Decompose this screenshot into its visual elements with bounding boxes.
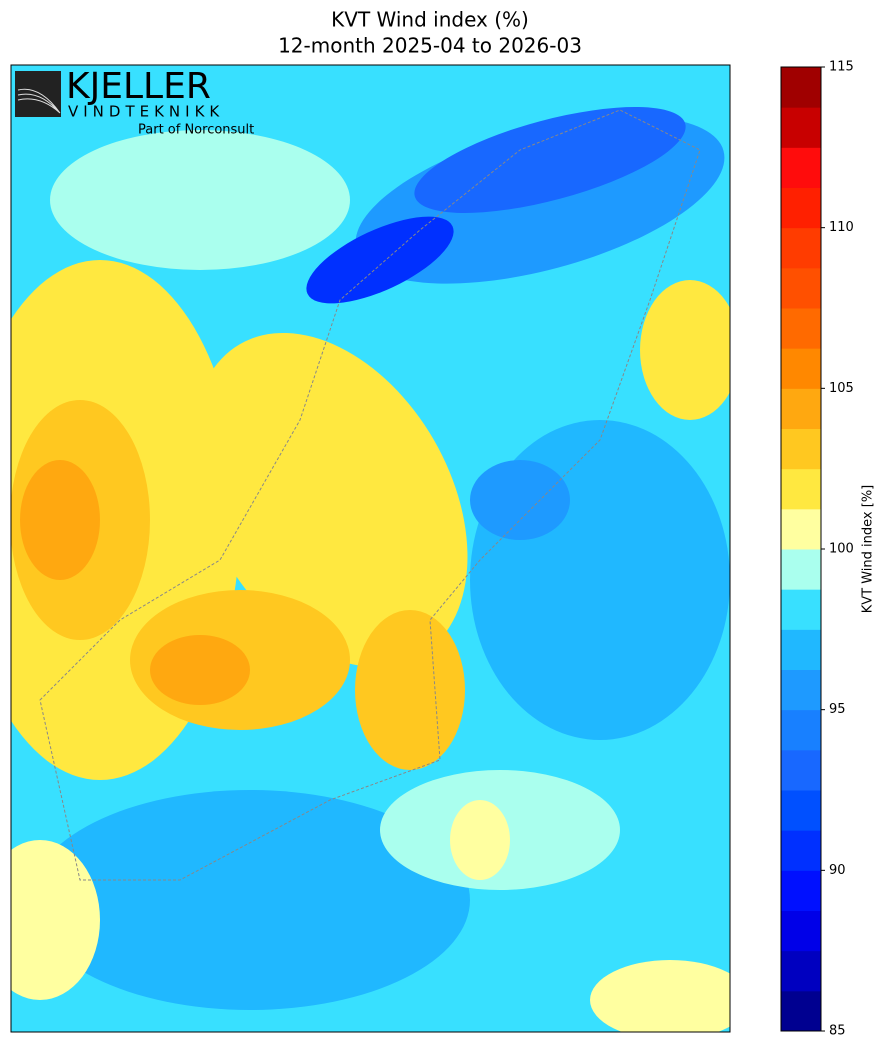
colorbar-segment xyxy=(781,589,821,630)
colorbar-segment xyxy=(781,348,821,389)
colorbar-segment xyxy=(781,308,821,349)
logo: KJELLER VINDTEKNIKK Part of Norconsult xyxy=(15,66,254,138)
colorbar-tick-label: 95 xyxy=(829,702,846,717)
subtitle: 12-month 2025-04 to 2026-03 xyxy=(278,34,582,58)
colorbar-tick-label: 90 xyxy=(829,863,846,878)
map xyxy=(11,65,730,1032)
colorbar: 85 90 95 100 105 110 115 xyxy=(780,60,854,1039)
colorbar-segment xyxy=(781,629,821,670)
colorbar-segment xyxy=(781,508,821,550)
colorbar-segment xyxy=(781,990,821,1032)
colorbar-label: KVT Wind index [%] xyxy=(861,485,876,614)
colorbar-tick-label: 105 xyxy=(829,381,854,396)
colorbar-tick-label: 115 xyxy=(829,60,854,75)
colorbar-segment xyxy=(781,669,821,711)
logo-tagline: Part of Norconsult xyxy=(138,123,254,138)
colorbar-tick-label: 85 xyxy=(829,1024,846,1039)
colorbar-segment xyxy=(781,388,821,429)
colorbar-segment xyxy=(781,709,821,751)
logo-name: KJELLER xyxy=(66,66,211,107)
title: KVT Wind index (%) xyxy=(331,8,529,32)
colorbar-segment xyxy=(781,790,821,831)
colorbar-segment xyxy=(781,549,821,590)
colorbar-segment xyxy=(781,227,821,269)
logo-sub: VINDTEKNIKK xyxy=(68,103,224,121)
colorbar-segment xyxy=(781,910,821,952)
colorbar-segment xyxy=(781,107,821,148)
colorbar-segment xyxy=(781,870,821,911)
colorbar-segment xyxy=(781,267,821,309)
map-frame xyxy=(10,64,731,1033)
colorbar-segment xyxy=(781,468,821,510)
colorbar-segment xyxy=(781,147,821,188)
colorbar-segment xyxy=(781,67,821,108)
colorbar-segment xyxy=(781,749,821,791)
colorbar-segment xyxy=(781,187,821,229)
colorbar-segment xyxy=(781,950,821,992)
colorbar-tick-label: 100 xyxy=(829,542,854,557)
colorbar-segment xyxy=(781,830,821,871)
colorbar-tick-label: 110 xyxy=(829,220,854,235)
colorbar-segment xyxy=(781,428,821,470)
